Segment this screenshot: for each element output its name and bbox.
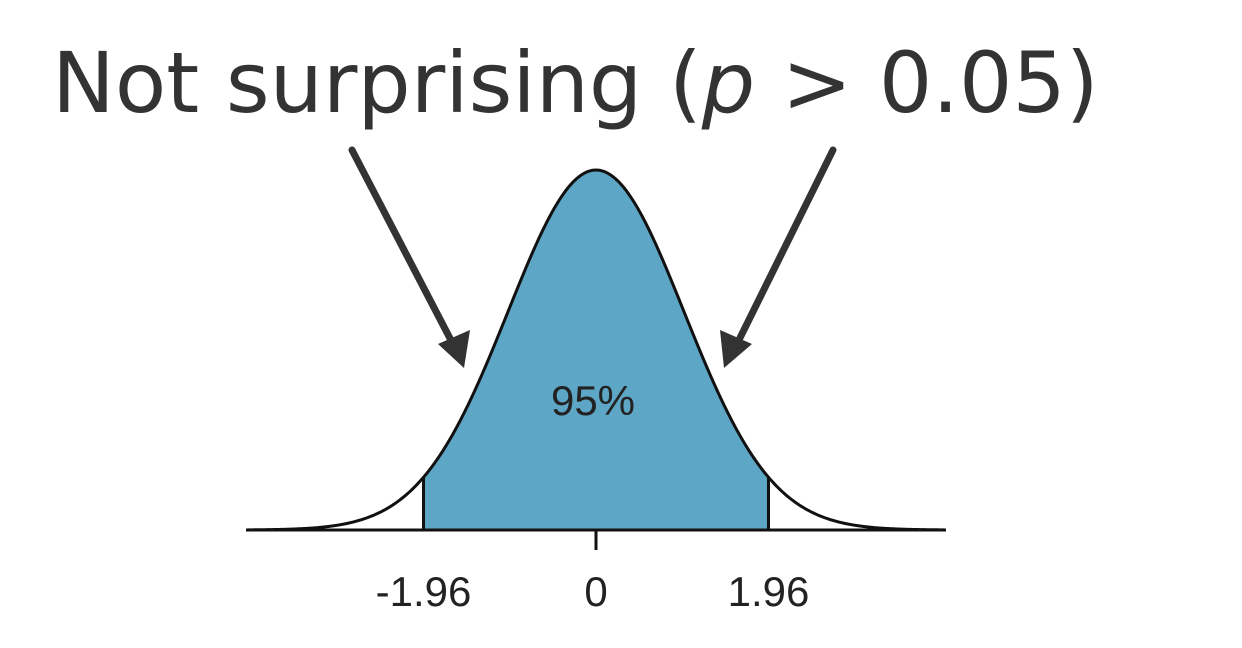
shaded-area-label: 95% xyxy=(551,377,635,424)
right-arrow-shaft xyxy=(731,146,837,352)
title-prefix: Not surprising ( xyxy=(52,34,702,132)
normal-distribution xyxy=(246,168,946,550)
annotation-arrows xyxy=(348,146,837,368)
tick-label-neg-1-96: -1.96 xyxy=(376,568,472,615)
tick-label-0: 0 xyxy=(584,568,607,615)
right-arrow-head xyxy=(720,330,752,368)
title-p-variable: p xyxy=(701,34,755,132)
left-arrow-shaft xyxy=(348,146,459,352)
title-suffix: > 0.05) xyxy=(755,34,1099,132)
tick-label-1-96: 1.96 xyxy=(728,568,810,615)
density-curve xyxy=(247,168,945,532)
slide-title: Not surprising (p > 0.05) xyxy=(52,34,1099,132)
left-arrow-head xyxy=(438,330,470,368)
x-tick-labels: -1.96 0 1.96 xyxy=(376,568,810,615)
shaded-region-95 xyxy=(423,170,769,530)
